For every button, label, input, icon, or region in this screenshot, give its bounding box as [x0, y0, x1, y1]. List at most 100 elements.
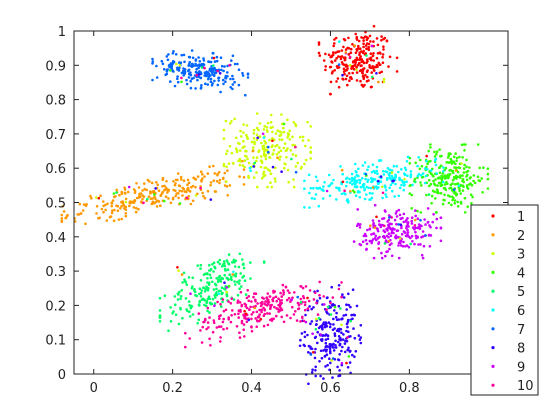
data-point: [266, 168, 270, 171]
data-point: [456, 182, 460, 185]
data-point: [457, 166, 461, 169]
data-point: [435, 191, 439, 194]
data-point: [405, 160, 409, 163]
data-point: [156, 183, 159, 187]
data-point: [323, 303, 326, 306]
plot-frame: [73, 30, 509, 375]
data-point: [454, 162, 457, 166]
data-point: [410, 207, 414, 210]
data-point: [341, 338, 345, 341]
data-point: [290, 157, 293, 161]
data-point: [312, 186, 315, 190]
data-point: [178, 189, 181, 193]
data-point: [268, 138, 271, 142]
data-point: [218, 262, 222, 266]
data-point: [95, 205, 99, 208]
data-point: [394, 212, 398, 215]
data-point: [145, 188, 148, 192]
data-point: [347, 201, 350, 204]
data-point: [205, 272, 209, 276]
data-point: [192, 64, 195, 68]
data-point: [185, 78, 188, 82]
data-point: [343, 72, 346, 76]
data-point: [211, 280, 214, 284]
data-point: [263, 150, 266, 153]
data-point: [486, 167, 490, 170]
data-point: [342, 56, 346, 59]
data-point: [219, 56, 223, 59]
data-point: [304, 285, 308, 288]
data-point: [218, 315, 221, 318]
data-point: [292, 313, 296, 316]
data-point: [302, 295, 305, 298]
data-point: [315, 317, 318, 321]
data-point: [309, 157, 313, 160]
data-point: [353, 178, 357, 182]
data-point: [124, 208, 128, 211]
data-point: [262, 128, 266, 131]
data-point: [203, 66, 206, 70]
data-point: [226, 268, 230, 272]
data-point: [373, 178, 377, 181]
data-point: [347, 72, 351, 75]
data-point: [342, 45, 345, 49]
data-point: [375, 169, 379, 173]
data-point: [179, 61, 183, 64]
data-point: [231, 77, 235, 81]
data-point: [365, 42, 369, 45]
data-point: [445, 161, 449, 164]
data-point: [425, 154, 429, 158]
data-point: [154, 200, 158, 204]
data-point: [375, 215, 378, 219]
data-point: [327, 173, 331, 177]
data-point: [350, 67, 353, 70]
data-point: [159, 204, 162, 207]
data-point: [281, 283, 285, 287]
data-point: [264, 153, 268, 157]
data-point: [120, 200, 123, 204]
data-point: [400, 168, 403, 171]
data-point: [410, 216, 414, 219]
data-point: [194, 87, 197, 90]
data-point: [217, 289, 221, 293]
data-point: [319, 374, 322, 378]
data-point: [418, 225, 421, 228]
data-point: [355, 68, 358, 72]
data-point: [390, 171, 394, 174]
data-point: [212, 261, 216, 265]
data-point: [354, 51, 358, 55]
data-point: [331, 357, 335, 360]
data-point: [197, 66, 200, 70]
data-point: [255, 112, 259, 115]
data-point: [249, 261, 252, 264]
data-point: [267, 145, 270, 149]
data-point: [199, 279, 203, 282]
data-point: [178, 290, 181, 294]
data-point: [317, 204, 321, 208]
data-point: [444, 174, 447, 177]
data-point: [113, 208, 116, 212]
data-point: [346, 366, 350, 369]
data-point: [309, 347, 313, 350]
data-point: [426, 221, 430, 224]
data-point: [213, 71, 217, 74]
data-point: [464, 143, 467, 146]
data-point: [462, 171, 466, 174]
data-point: [258, 135, 262, 138]
data-point: [186, 183, 189, 186]
data-point: [307, 344, 311, 348]
data-point: [381, 196, 384, 200]
data-point: [223, 184, 227, 187]
data-point: [231, 273, 234, 276]
data-point: [314, 193, 318, 196]
data-point: [338, 369, 341, 372]
data-point: [420, 184, 423, 187]
data-point: [355, 71, 359, 74]
data-point: [375, 56, 379, 60]
data-point: [233, 265, 237, 268]
data-point: [372, 52, 375, 55]
data-point: [61, 205, 64, 208]
data-point: [123, 186, 126, 190]
data-point: [347, 292, 350, 296]
data-point: [382, 173, 386, 176]
